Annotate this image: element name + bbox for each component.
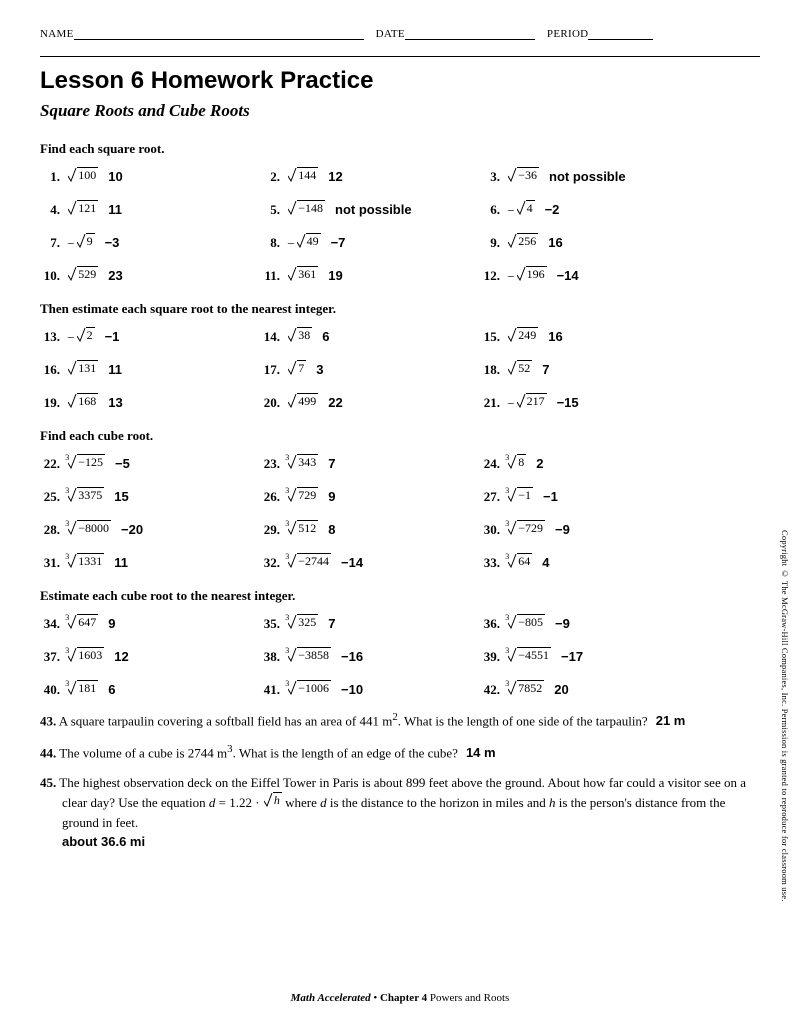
period-label: PERIOD: [547, 28, 589, 40]
problem: 6. −4−2: [480, 200, 760, 219]
page-subtitle: Square Roots and Cube Roots: [40, 101, 760, 121]
problem-grid: 22. 3−125−523. 3343724. 382 25. 333751526…: [40, 454, 760, 572]
problem-grid: 13. −2−114. 38615. 24916 16. 1311117. 731…: [40, 327, 760, 412]
problem: 36. 3−805−9: [480, 614, 760, 633]
problem: 35. 33257: [260, 614, 480, 633]
divider: [40, 56, 760, 57]
problem: 37. 3160312: [40, 647, 260, 666]
problem: 14. 386: [260, 327, 480, 346]
problem: 7. −9−3: [40, 233, 260, 252]
problem: 32. 3−2744−14: [260, 553, 480, 572]
problem: 40. 31816: [40, 680, 260, 699]
word-problem-45: 45. The highest observation deck on the …: [40, 773, 760, 852]
problem: 18. 527: [480, 360, 760, 379]
word-problem: 44. The volume of a cube is 2744 m3. Wha…: [40, 741, 760, 763]
problem: 20. 49922: [260, 393, 480, 412]
problem: 8. −49−7: [260, 233, 480, 252]
name-label: NAME: [40, 28, 74, 40]
problem: 4. 12111: [40, 200, 260, 219]
problem-grid: 1. 100102. 144123. −36not possible 4. 121…: [40, 167, 760, 285]
problem: 11. 36119: [260, 266, 480, 285]
problem: 28. 3−8000−20: [40, 520, 260, 539]
problem: 10. 52923: [40, 266, 260, 285]
problem: 41. 3−1006−10: [260, 680, 480, 699]
problem: 24. 382: [480, 454, 760, 473]
problem: 23. 33437: [260, 454, 480, 473]
problem: 21. −217−15: [480, 393, 760, 412]
problem: 1. 10010: [40, 167, 260, 186]
problem: 15. 24916: [480, 327, 760, 346]
problem: 12. −196−14: [480, 266, 760, 285]
section-head: Estimate each cube root to the nearest i…: [40, 588, 760, 604]
problem: 30. 3−729−9: [480, 520, 760, 539]
problem: 13. −2−1: [40, 327, 260, 346]
problem: 38. 3−3858−16: [260, 647, 480, 666]
header-fields: NAME DATE PERIOD: [40, 28, 760, 40]
problem: 39. 3−4551−17: [480, 647, 760, 666]
problem-grid: 34. 3647935. 3325736. 3−805−9 37. 3160312…: [40, 614, 760, 699]
problem: 42. 3785220: [480, 680, 760, 699]
date-label: DATE: [376, 28, 405, 40]
problem: 33. 3644: [480, 553, 760, 572]
word-problem: 43. A square tarpaulin covering a softba…: [40, 709, 760, 731]
problem: 29. 35128: [260, 520, 480, 539]
problem: 26. 37299: [260, 487, 480, 506]
footer: Math Accelerated • Chapter 4 Powers and …: [0, 992, 800, 1004]
problem: 19. 16813: [40, 393, 260, 412]
copyright-text: Copyright © The McGraw-Hill Companies, I…: [780, 530, 790, 902]
problem: 9. 25616: [480, 233, 760, 252]
problem: 27. 3−1−1: [480, 487, 760, 506]
section-head: Find each cube root.: [40, 428, 760, 444]
problem: 16. 13111: [40, 360, 260, 379]
section-head: Find each square root.: [40, 141, 760, 157]
problem: 17. 73: [260, 360, 480, 379]
problem: 2. 14412: [260, 167, 480, 186]
problem: 31. 3133111: [40, 553, 260, 572]
problem: 25. 3337515: [40, 487, 260, 506]
problem: 3. −36not possible: [480, 167, 760, 186]
page-title: Lesson 6 Homework Practice: [40, 67, 760, 95]
section-head: Then estimate each square root to the ne…: [40, 301, 760, 317]
problem: 22. 3−125−5: [40, 454, 260, 473]
problem: 34. 36479: [40, 614, 260, 633]
problem: 5. −148not possible: [260, 200, 480, 219]
